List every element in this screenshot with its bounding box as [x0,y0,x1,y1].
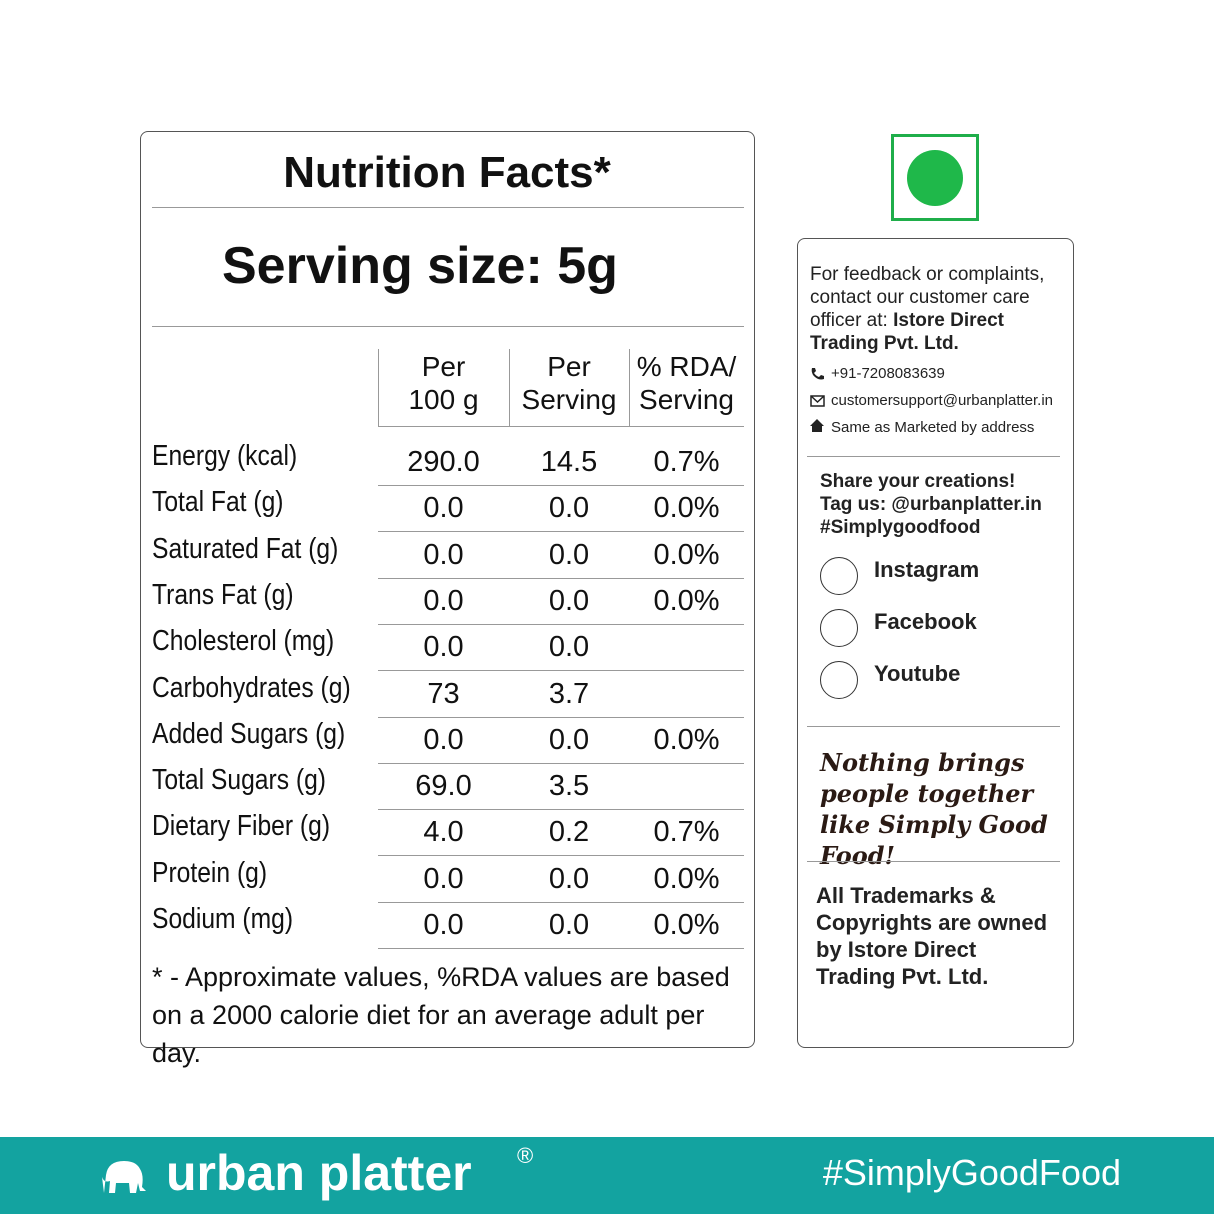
nutrient-value: 0.0 [423,862,464,895]
nutrient-value: 0.0% [653,584,720,617]
registered-mark: ® [517,1143,534,1168]
nutrient-value: 3.7 [548,677,590,710]
nutrient-name: Protein (g) [152,856,268,889]
social-icon [820,661,858,699]
social-icon [820,557,858,595]
social-icon [820,609,858,647]
divider [807,861,1060,862]
nutrient-value: 0.0 [548,492,590,525]
nutrient-name: Trans Fat (g) [152,578,294,611]
row-rule [378,809,744,811]
contact-company: Istore Direct Trading Pvt. Ltd. [810,310,1004,354]
row-rule [378,948,744,949]
contact-intro: For feedback or complaints, contact our … [810,264,1045,331]
nutrient-value: 0.0 [423,584,464,617]
social-link[interactable]: Facebook [874,609,977,634]
row-rule [378,716,744,718]
nutrient-name: Total Fat (g) [152,486,284,519]
row-rule [378,762,744,764]
phone: +91-7208083639 [831,365,945,382]
row-rule [378,901,744,903]
column-header: Per Serving [521,351,617,415]
nutrient-name: Dietary Fiber (g) [152,810,331,843]
veg-dot [907,150,963,206]
share-line: Share your creations! [820,471,1016,492]
nutrient-value: 0.0% [653,862,720,895]
row-rule [378,577,744,579]
nutrient-value: 0.0% [653,492,720,525]
row-rule [378,531,744,533]
footnote: * - Approximate values, %RDA values are … [152,962,730,1068]
trademark: All Trademarks & Copyrights are owned by… [816,883,1048,989]
nutrient-value: 0.7% [653,816,720,849]
nutrient-value: 0.0 [548,538,590,571]
nutrient-name: Carbohydrates (g) [152,671,351,704]
nutrition-title: Nutrition Facts* [283,148,611,197]
nutrient-value: 14.5 [540,446,598,478]
divider [378,426,744,427]
nutrient-name: Energy (kcal) [152,440,298,472]
nutrient-value: 0.0 [423,538,464,571]
email: customersupport@urbanplatter.in [831,392,1054,409]
share-line: #Simplygoodfood [820,517,981,538]
contact-panel: For feedback or complaints, contact our … [797,238,1074,1048]
nutrient-value: 0.0 [548,909,590,941]
column-rule [378,349,379,426]
column-header: Per 100 g [408,351,479,415]
nutrient-value: 73 [427,677,460,710]
home-icon [810,419,824,432]
nutrient-value: 0.0% [653,538,720,571]
nutrient-value: 0.0 [548,631,590,664]
nutrient-value: 290.0 [407,446,480,478]
row-rule [378,485,744,486]
nutrition-panel: Nutrition Facts* Serving size: 5g Per 10… [140,131,755,1068]
nutrient-value: 0.0 [423,631,464,664]
nutrient-value: 3.5 [548,770,590,803]
footer-band: urban platter ® #SimplyGoodFood [0,1137,1214,1214]
nutrient-name: Added Sugars (g) [152,717,346,750]
brand-logo [102,1161,146,1193]
nutrient-name: Total Sugars (g) [152,764,326,797]
nutrient-name: Cholesterol (mg) [152,625,335,658]
nutrient-value: 0.0% [653,909,720,941]
nutrient-value: 0.0 [423,909,464,941]
social-link[interactable]: Instagram [874,557,980,582]
nutrient-value: 0.0 [548,723,590,756]
address: Same as Marketed by address [831,419,1035,436]
nutrient-value: 0.0 [548,862,590,895]
phone-icon [811,368,824,380]
social-link[interactable]: Youtube [874,661,961,686]
hashtag: #SimplyGoodFood [822,1152,1121,1193]
nutrient-value: 0.0 [423,492,464,525]
nutrient-value: 0.7% [653,446,720,478]
row-rule [378,623,744,625]
row-rule [378,855,744,857]
divider [152,207,744,208]
serving-size: Serving size: 5g [222,237,618,295]
nutrient-value: 4.0 [423,816,464,849]
nutrient-value: 0.0 [423,723,464,756]
divider [807,456,1060,457]
email-icon [810,395,825,407]
veg-mark [891,134,979,221]
slogan: Nothing brings people together like Simp… [820,748,1048,870]
nutrient-value: 0.0% [653,723,720,756]
nutrient-name: Sodium (mg) [152,903,294,935]
nutrient-name: Saturated Fat (g) [152,532,339,565]
nutrient-value: 69.0 [415,770,472,803]
column-header: % RDA/ Serving [636,351,737,415]
divider [807,726,1060,727]
nutrient-value: 0.0 [548,584,590,617]
brand-name: urban platter [166,1145,472,1201]
row-rule [378,670,744,672]
divider [152,326,744,327]
column-rule [629,349,630,426]
share-line: Tag us: @urbanplatter.in [820,494,1042,515]
nutrient-value: 0.2 [548,816,590,849]
contact-text: For feedback or complaints, contact our … [810,263,1070,355]
column-rule [509,349,510,426]
